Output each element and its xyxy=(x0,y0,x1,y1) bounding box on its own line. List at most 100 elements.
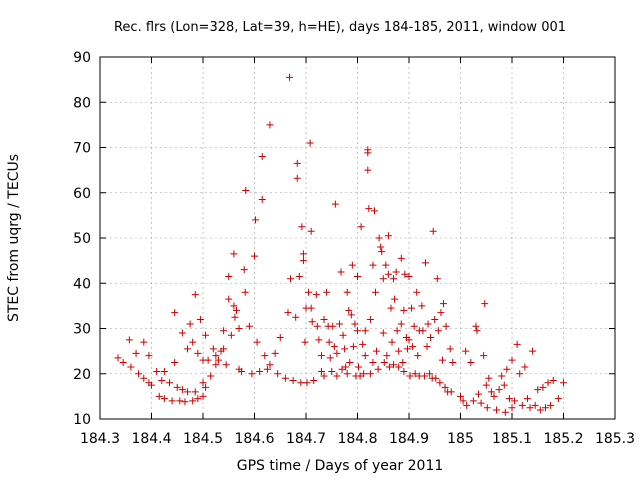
data-point xyxy=(295,272,303,280)
y-tick-label: 60 xyxy=(73,186,91,202)
data-point xyxy=(222,361,230,369)
data-point xyxy=(378,248,386,256)
data-point xyxy=(176,397,184,405)
data-point xyxy=(289,377,297,385)
data-point xyxy=(500,381,508,389)
y-tick-label: 90 xyxy=(73,50,91,66)
data-point xyxy=(523,395,531,403)
data-point xyxy=(437,309,445,317)
data-point xyxy=(457,392,464,400)
data-point xyxy=(493,406,501,414)
data-point xyxy=(472,322,480,330)
data-point xyxy=(171,309,179,317)
data-point xyxy=(225,272,233,280)
data-point xyxy=(354,272,361,280)
data-point xyxy=(366,370,374,378)
x-tick-label: 184.9 xyxy=(389,431,429,447)
data-point xyxy=(505,395,513,403)
data-point xyxy=(345,306,353,314)
data-point xyxy=(369,358,377,366)
data-point xyxy=(184,388,192,396)
data-point xyxy=(397,320,405,328)
data-point xyxy=(293,159,301,167)
data-point xyxy=(424,320,432,328)
data-point xyxy=(375,234,383,242)
data-point xyxy=(287,275,295,283)
data-point xyxy=(401,270,409,278)
data-point xyxy=(503,365,511,373)
data-point xyxy=(459,397,467,405)
data-point xyxy=(168,397,176,405)
data-point xyxy=(406,372,414,380)
data-point xyxy=(395,363,403,371)
data-point xyxy=(529,347,537,355)
data-point xyxy=(544,379,552,387)
data-point xyxy=(276,334,284,342)
data-point xyxy=(342,363,350,371)
data-point xyxy=(266,121,274,129)
data-point xyxy=(554,395,562,403)
data-point xyxy=(346,358,354,366)
data-point xyxy=(410,322,418,330)
data-point xyxy=(202,331,210,339)
data-point xyxy=(194,349,202,357)
data-point xyxy=(487,388,495,396)
y-tick-label: 20 xyxy=(73,367,91,383)
data-point xyxy=(292,313,300,321)
data-point xyxy=(173,383,181,391)
data-point xyxy=(240,266,248,274)
x-tick-label: 184.8 xyxy=(337,431,377,447)
data-point xyxy=(338,365,346,373)
data-point xyxy=(323,288,331,296)
data-point xyxy=(392,268,400,276)
data-point xyxy=(426,370,434,378)
data-point xyxy=(388,338,396,346)
data-point xyxy=(301,338,309,346)
data-point xyxy=(364,166,372,174)
data-point xyxy=(347,311,355,319)
data-point xyxy=(421,259,429,267)
data-point xyxy=(531,401,539,409)
chart-title: Rec. flrs (Lon=328, Lat=39, h=HE), days … xyxy=(114,20,566,35)
data-point xyxy=(490,392,498,400)
data-point xyxy=(508,404,516,412)
data-point xyxy=(511,397,519,405)
data-point xyxy=(178,386,186,394)
data-point xyxy=(328,367,336,375)
data-point xyxy=(469,397,477,405)
data-point xyxy=(315,336,323,344)
data-point xyxy=(325,338,333,346)
data-point xyxy=(320,372,328,380)
data-point xyxy=(413,288,421,296)
data-point xyxy=(155,392,163,400)
grid-lines xyxy=(100,57,615,419)
data-point xyxy=(481,300,489,308)
data-point xyxy=(209,345,217,353)
data-point xyxy=(379,275,387,283)
data-point xyxy=(230,302,238,310)
data-point xyxy=(333,349,341,357)
x-axis-label: GPS time / Days of year 2011 xyxy=(237,458,444,474)
data-point xyxy=(390,361,398,369)
data-point xyxy=(369,261,377,269)
data-point xyxy=(403,345,411,353)
data-point xyxy=(495,386,503,394)
data-point xyxy=(357,223,365,231)
data-point xyxy=(189,397,197,405)
data-point xyxy=(536,406,544,414)
data-point xyxy=(242,186,250,194)
data-point xyxy=(231,313,239,321)
data-point xyxy=(238,367,246,375)
data-point xyxy=(256,367,264,375)
data-point xyxy=(145,352,153,360)
y-tick-label: 50 xyxy=(73,231,91,247)
x-tick-label: 184.5 xyxy=(183,431,223,447)
data-point xyxy=(441,383,449,391)
data-point xyxy=(317,367,325,375)
data-point xyxy=(253,338,261,346)
data-point xyxy=(299,250,307,258)
data-point xyxy=(337,268,345,276)
data-point xyxy=(214,356,222,364)
data-point xyxy=(382,261,390,269)
